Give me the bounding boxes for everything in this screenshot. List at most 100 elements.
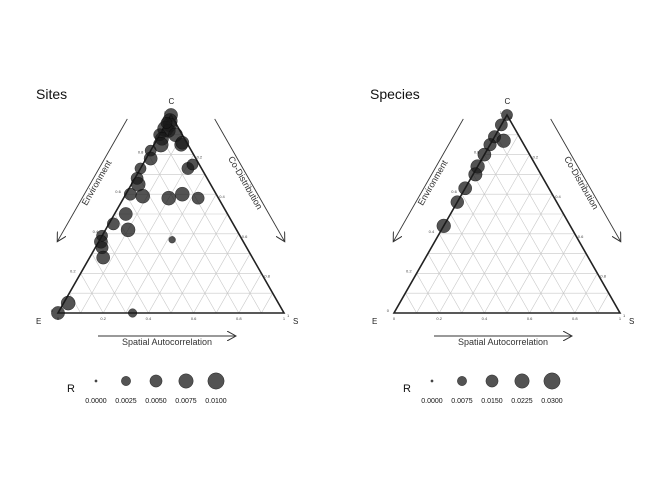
grid-line-s <box>574 273 598 314</box>
vertex-label-top: C <box>505 97 511 106</box>
data-point <box>96 250 110 265</box>
data-point <box>191 191 205 205</box>
grid-line-e <box>472 174 553 314</box>
tick-label-right: 0.2 <box>533 155 539 160</box>
environment-axis-label: Environment <box>416 158 450 207</box>
grid-line-e <box>405 293 417 314</box>
data-point <box>175 135 190 150</box>
spatial-axis-label: Spatial Autocorrelation <box>458 337 548 347</box>
grid-line-s <box>261 293 273 314</box>
data-point <box>51 306 65 320</box>
tick-label-left: 0.6 <box>115 189 121 194</box>
grid-line-e <box>438 233 485 314</box>
grid-line-e <box>136 174 217 314</box>
tick-label-left: 1 <box>500 110 503 115</box>
grid-line-e <box>427 253 463 314</box>
tick-label-bottom: 1 <box>619 316 622 321</box>
codistribution-axis-arrow <box>214 118 285 242</box>
chart-title: Sites <box>36 86 67 102</box>
sites-ternary-panel: SitesCES0000.20.20.20.40.40.40.60.60.60.… <box>36 86 298 405</box>
tick-label-left: 0.6 <box>451 189 457 194</box>
data-point <box>135 188 150 204</box>
data-points <box>51 108 205 320</box>
grid-line-s <box>170 213 228 314</box>
grid-line-s <box>597 293 609 314</box>
environment-axis-arrow <box>393 118 464 242</box>
tick-label-left: 0.2 <box>406 268 412 273</box>
legend-label: 0.0000 <box>421 398 443 405</box>
ternary-grid <box>405 134 609 314</box>
legend-title: R <box>403 383 411 395</box>
data-point <box>107 217 120 231</box>
data-point <box>496 133 511 148</box>
tick-label-bottom: 0.8 <box>236 316 242 321</box>
tick-label-bottom: 0.4 <box>482 316 488 321</box>
grid-line-e <box>159 134 262 314</box>
legend-swatch <box>430 379 434 383</box>
vertex-label-right: S <box>293 317 298 326</box>
tick-label-right: 0.6 <box>242 234 248 239</box>
vertex-label-right: S <box>629 317 634 326</box>
legend-swatch <box>514 373 530 389</box>
data-point <box>161 190 176 206</box>
vertex-label-left: E <box>36 317 41 326</box>
tick-label-left: 0.8 <box>474 150 480 155</box>
legend-swatch <box>207 372 225 390</box>
tick-label-bottom: 1 <box>283 316 286 321</box>
grid-line-s <box>125 174 206 314</box>
data-point <box>436 218 451 233</box>
grid-line-s <box>215 253 251 314</box>
legend-swatch <box>178 373 194 389</box>
grid-line-s <box>193 233 240 314</box>
environment-axis-label: Environment <box>80 158 114 207</box>
grid-line-e <box>102 233 149 314</box>
grid-line-s <box>238 273 262 314</box>
codistribution-axis-label: Co-Distribution <box>226 155 264 212</box>
data-point <box>60 295 76 311</box>
data-point <box>120 222 136 238</box>
tick-label-right: 0.8 <box>600 273 606 278</box>
legend-label: 0.0225 <box>511 398 533 405</box>
legend-label: 0.0050 <box>145 398 167 405</box>
data-point <box>160 117 173 129</box>
grid-line-e <box>416 273 440 314</box>
vertex-label-top: C <box>169 97 175 106</box>
data-points <box>436 109 513 233</box>
data-point <box>119 207 133 221</box>
data-point <box>143 151 158 166</box>
data-point <box>124 187 137 201</box>
tick-label-left: 0.4 <box>93 229 99 234</box>
chart-title: Species <box>370 86 420 102</box>
codistribution-axis-label: Co-Distribution <box>562 155 600 212</box>
data-point <box>495 118 508 132</box>
grid-line-s <box>529 233 576 314</box>
tick-label-bottom: 0.2 <box>100 316 106 321</box>
legend-label: 0.0100 <box>205 398 227 405</box>
legend-swatch <box>149 374 163 388</box>
tick-label-right: 0.2 <box>197 155 203 160</box>
data-point <box>168 236 176 244</box>
data-point <box>477 147 492 162</box>
tick-label-left: 0.4 <box>429 229 435 234</box>
grid-line-s <box>506 213 564 314</box>
tick-label-left: 0.2 <box>70 268 76 273</box>
grid-line-s <box>461 174 542 314</box>
data-point <box>175 186 190 202</box>
legend-label: 0.0300 <box>541 398 563 405</box>
species-ternary-panel: SpeciesCES0000.20.20.20.40.40.40.60.60.6… <box>370 86 634 405</box>
legend-swatch <box>457 376 467 386</box>
grid-line-e <box>91 253 127 314</box>
tick-label-bottom: 0.6 <box>527 316 533 321</box>
tick-label-bottom: 0.8 <box>572 316 578 321</box>
ternary-outline <box>56 113 286 314</box>
grid-line-e <box>495 134 598 314</box>
legend-label: 0.0150 <box>481 398 503 405</box>
vertex-label-left: E <box>372 317 377 326</box>
data-point <box>458 181 472 196</box>
data-point <box>501 109 513 121</box>
data-point <box>186 158 199 171</box>
tick-label-right: 0.4 <box>219 194 225 199</box>
tick-label-bottom: 0 <box>393 316 396 321</box>
